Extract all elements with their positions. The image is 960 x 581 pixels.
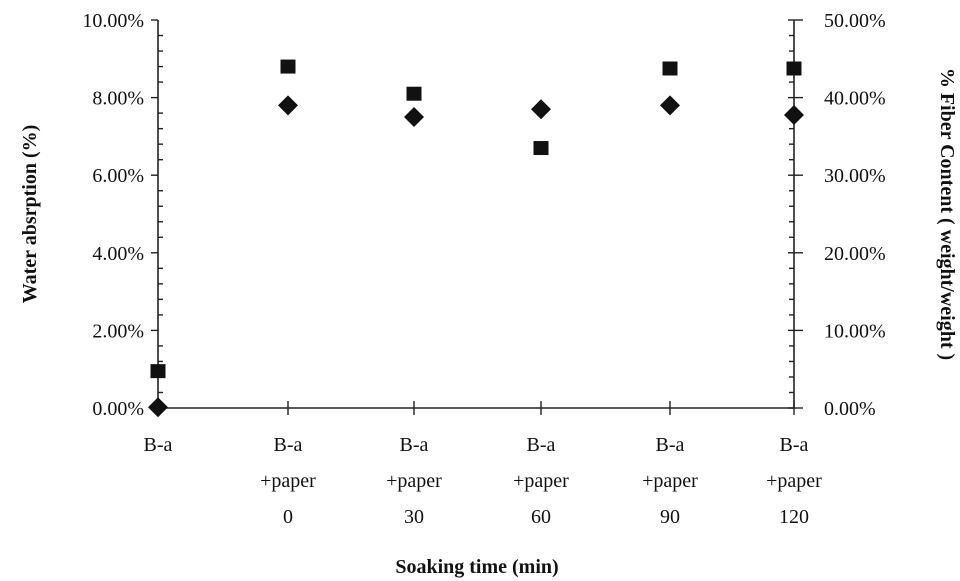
x-tick-label: +paper [766, 470, 822, 492]
square-point [280, 59, 296, 74]
x-tick-label: B-a [656, 434, 685, 456]
x-tick-label: B-a [274, 434, 303, 456]
x-tick-label: +paper [260, 470, 316, 492]
left-y-ticks: 0.00% 2.00% 4.00% 6.00% 8.00% 10.00% [82, 10, 163, 420]
left-tick-label: 10.00% [82, 10, 144, 32]
y-axis-label: Water absrption (%) [19, 125, 41, 304]
x-tick-label: 90 [660, 506, 680, 528]
x-tick-label: +paper [513, 470, 569, 492]
right-tick-label: 0.00% [824, 398, 876, 420]
right-tick-label: 50.00% [824, 10, 886, 32]
diamond-point [784, 105, 804, 126]
diamond-point [278, 95, 298, 116]
square-point [786, 61, 802, 76]
diamond-point [148, 397, 168, 418]
x-tick-label: 0 [283, 506, 293, 528]
x-tick-label: B-a [144, 434, 173, 456]
square-point [150, 364, 166, 379]
diamond-point [404, 107, 424, 127]
x-tick-label: 30 [404, 506, 424, 528]
left-tick-label: 2.00% [92, 320, 144, 342]
square-point [662, 61, 678, 76]
x-tick-label: 60 [531, 506, 551, 528]
right-tick-label: 30.00% [824, 165, 886, 187]
left-tick-label: 0.00% [92, 398, 144, 420]
right-tick-label: 40.00% [824, 88, 886, 110]
diamond-point [660, 95, 680, 116]
left-tick-label: 6.00% [92, 165, 144, 187]
left-tick-label: 4.00% [92, 243, 144, 265]
diamond-point [531, 99, 551, 120]
x-tick-label: B-a [780, 434, 809, 456]
x-tick-label: B-a [527, 434, 556, 456]
plot-frame [157, 20, 795, 409]
x-tick-label: B-a [400, 434, 429, 456]
right-tick-label: 20.00% [824, 243, 886, 265]
x-ticks: B-a B-a +paper 0 B-a +paper 30 B-a +paper 60 B-a +p… [144, 401, 822, 528]
right-y-ticks: 0.00% 10.00% 20.00% 30.00% 40.00% 50.00% [788, 10, 886, 420]
secondary-y-axis-label: % Fiber Content ( weight/weight ) [936, 68, 958, 360]
x-axis-label: Soaking time (min) [395, 556, 558, 578]
x-tick-label: 120 [779, 506, 809, 528]
data-markers [148, 59, 804, 418]
x-tick-label: +paper [642, 470, 698, 492]
right-tick-label: 10.00% [824, 320, 886, 342]
square-point [406, 86, 422, 101]
left-tick-label: 8.00% [92, 88, 144, 110]
x-tick-label: +paper [386, 470, 442, 492]
square-point [533, 141, 549, 156]
